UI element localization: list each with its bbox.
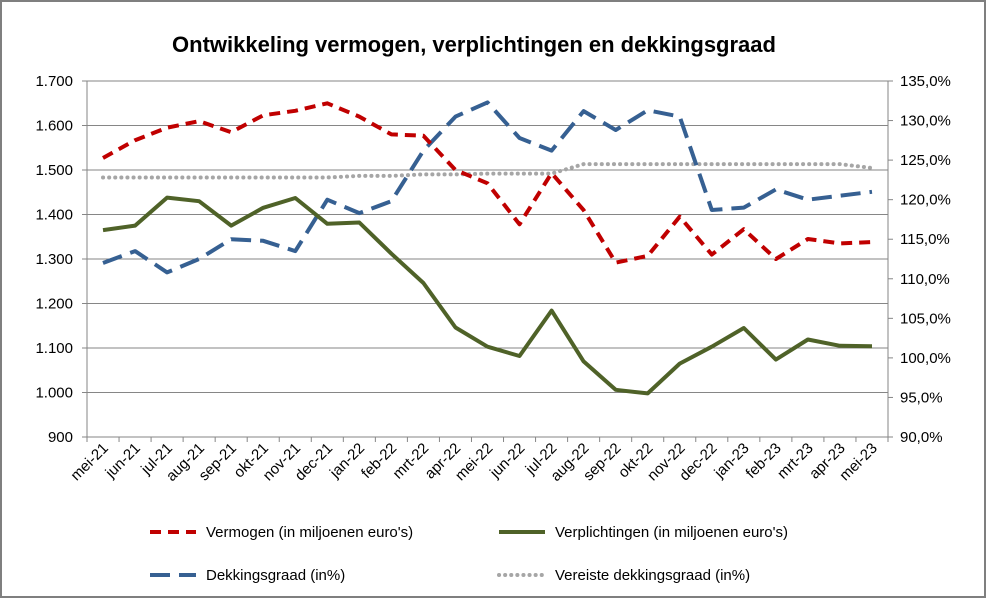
legend-label-0: Vermogen (in miljoenen euro's) [206,524,413,541]
left-tick-label: 1.400 [35,207,73,224]
left-tick-label: 1.100 [35,340,73,357]
x-tick-label: mei-21 [67,440,111,484]
right-tick-label: 130,0% [900,113,951,130]
right-tick-label: 115,0% [900,231,950,248]
x-axis-ticks: mei-21jun-21jul-21aug-21sep-21okt-21nov-… [67,437,889,485]
x-tick-label: jun-22 [486,440,528,482]
right-tick-label: 100,0% [900,350,951,367]
series-lines [101,100,874,396]
left-tick-label: 1.700 [35,73,73,90]
left-tick-label: 1.200 [35,296,73,313]
x-tick-label: jan-23 [710,440,752,482]
series-line-2 [102,100,873,275]
legend-label-3: Vereiste dekkingsgraad (in%) [555,567,750,584]
gridlines [87,80,888,393]
right-tick-label: 95,0% [900,389,943,406]
chart-title: Ontwikkeling vermogen, verplichtingen en… [172,32,776,57]
legend-label-1: Verplichtingen (in miljoenen euro's) [555,524,788,541]
left-tick-label: 1.600 [35,118,73,135]
x-tick-label: jan-22 [326,440,368,482]
right-axis-ticks: 90,0% 95,0% 100,0% 105,0% 110,0% 115,0% 120,0%… [888,73,951,446]
right-tick-label: 125,0% [900,152,951,169]
right-tick-label: 120,0% [900,192,951,209]
right-tick-label: 105,0% [900,310,951,327]
left-tick-label: 1.300 [35,251,73,268]
right-tick-label: 90,0% [900,429,943,446]
x-tick-label: jun-21 [102,440,144,482]
series-line-0 [102,101,873,265]
left-axis-ticks: 900 1.000 1.100 1.200 1.300 1.400 1.500 1.600 1.… [35,73,87,446]
series-line-3 [101,162,874,180]
left-tick-label: 1.000 [35,385,73,402]
series-line-1 [102,195,873,396]
right-tick-label: 110,0% [900,271,950,288]
right-tick-label: 135,0% [900,73,951,90]
left-tick-label: 1.500 [35,162,73,179]
legend-label-2: Dekkingsgraad (in%) [206,567,345,584]
left-tick-label: 900 [48,429,73,446]
legend: Vermogen (in miljoenen euro's) Verplichti… [150,524,788,584]
